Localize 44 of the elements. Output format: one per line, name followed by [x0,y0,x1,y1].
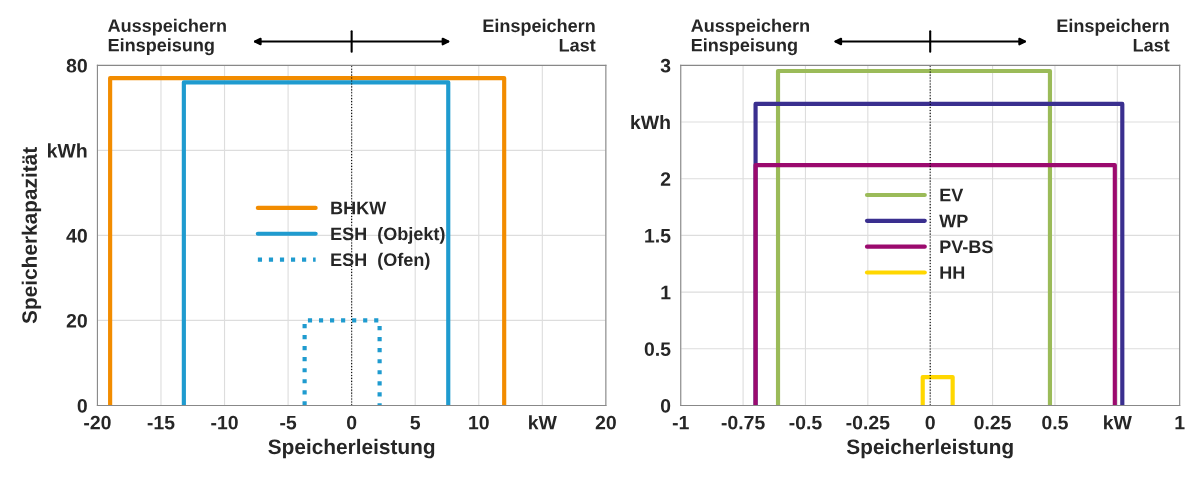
y-tick-label: 0 [77,398,87,413]
x-tick-label: 1 [1175,415,1185,430]
legend-label: ESH (Objekt) [331,226,445,244]
x-tick-label: 0 [925,415,935,430]
x-tick-label: -5 [280,415,297,430]
x-tick-label: -20 [84,415,111,430]
y-tick-label: 3 [660,58,671,73]
legend-label: EV [940,188,964,202]
x-axis-title: Speicherleistung [846,438,1013,459]
legend-label: PV-BS [940,240,993,254]
x-tick-label: -1 [672,415,689,430]
y-axis-title: Speicherkapazität [21,147,42,324]
x-tick-label: -0.25 [846,415,890,430]
x-tick-label: 0.5 [1042,415,1068,430]
x-tick-label: -15 [147,415,175,430]
x-tick-label: -0.75 [721,415,765,430]
y-tick-label: 20 [66,313,87,328]
y-tick-label: 0 [660,398,671,413]
x-tick-label: 0 [347,415,357,430]
y-tick-label: 1.5 [645,229,671,243]
y-tick-label: kWh [631,114,670,130]
legend-label: ESH (Ofen) [331,252,430,270]
x-tick-label: kW [529,415,557,430]
y-tick-label: 1 [661,285,671,300]
text: Einspeichern Last [1057,18,1170,52]
legend-label: HH [940,266,965,279]
x-tick-label: kW [1104,415,1132,430]
text: Einspeichern Last [483,18,596,52]
text: Ausspeichern Einspeisung [108,18,226,56]
legend-label: BHKW [331,201,387,215]
x-tick-label: 10 [469,415,489,430]
y-tick-label: 80 [66,58,87,73]
legend-label: WP [939,214,968,228]
y-tick-label: kWh [48,143,87,158]
x-axis-title: Speicherleistung [268,438,435,459]
x-tick-label: -10 [211,415,238,430]
x-tick-label: 5 [410,415,421,430]
y-tick-label: 2 [660,172,671,186]
y-tick-label: 40 [66,228,87,243]
x-tick-label: -0.5 [789,415,822,430]
y-tick-label: 0.5 [644,342,671,356]
x-tick-label: 20 [595,415,616,430]
x-tick-label: 0.25 [974,415,1011,430]
text: Ausspeichern Einspeisung [691,18,809,56]
